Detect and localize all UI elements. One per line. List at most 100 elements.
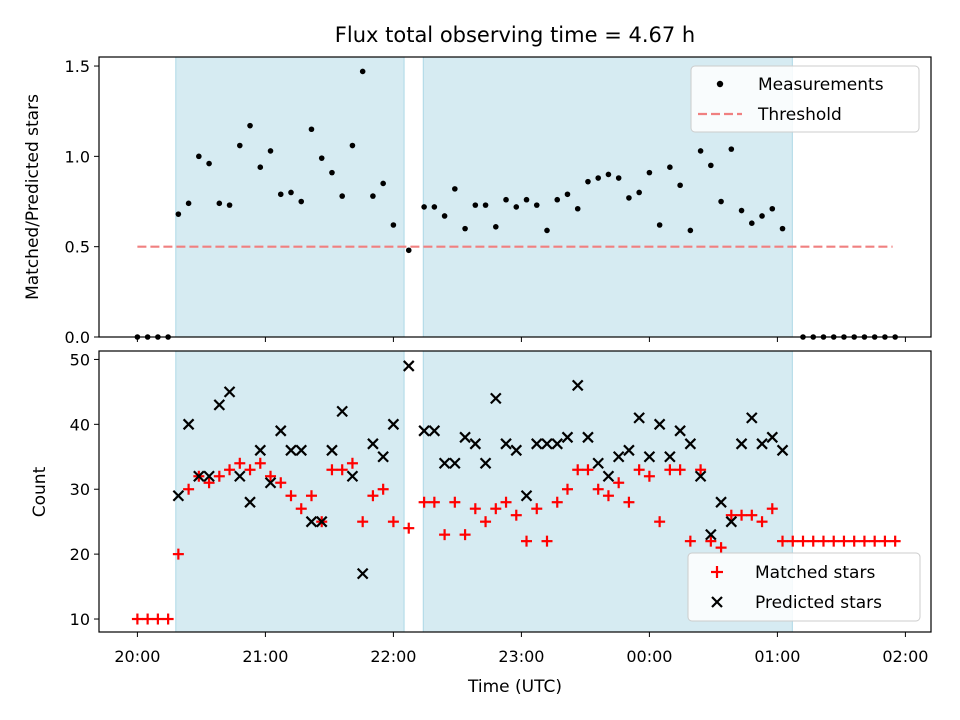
predicted-stars-point (479, 457, 492, 470)
matched-stars-point (203, 477, 215, 489)
matched-stars-point (838, 535, 850, 547)
matched-stars-point (572, 464, 584, 476)
measurement-point (380, 180, 386, 187)
predicted-stars-point (571, 379, 584, 392)
predicted-stars-point (469, 438, 482, 450)
measurement-point (779, 225, 786, 232)
measurement-point (257, 164, 264, 170)
measurement-point (493, 224, 499, 230)
predicted-stars-point (213, 399, 226, 411)
predicted-stars-point (285, 444, 297, 457)
measurement-point (523, 196, 530, 203)
measurement-point (390, 222, 397, 228)
predicted-stars-point (766, 431, 779, 444)
predicted-stars-point (694, 470, 707, 483)
matched-stars-point (858, 535, 870, 547)
predicted-stars-point (500, 438, 512, 450)
matched-stars-point (623, 496, 635, 508)
matched-stars-point (674, 464, 686, 476)
measurement-point (431, 204, 438, 210)
y-tick-label: 30 (70, 480, 90, 499)
matched-stars-point (295, 503, 307, 515)
predicted-stars-point (633, 412, 645, 424)
legend-measurements-label: Measurements (758, 75, 884, 95)
measurement-point (513, 204, 520, 210)
y-tick-label: 1.0 (65, 147, 90, 166)
x-tick-label: 00:00 (626, 647, 672, 666)
measurement-point (441, 213, 448, 219)
matched-stars-point (265, 470, 277, 482)
predicted-stars-point (520, 489, 533, 502)
matched-stars-point (131, 613, 143, 625)
matched-stars-point (613, 477, 625, 489)
top-axes-frame (98, 56, 932, 338)
measurement-point (544, 227, 550, 234)
top-legend-box (690, 65, 920, 133)
predicted-stars-point (776, 444, 789, 457)
measurement-point (452, 186, 458, 192)
measurement-point (370, 193, 376, 199)
measurement-point (574, 205, 581, 212)
matched-stars-point (162, 613, 174, 625)
x-axis-label: Time (UTC) (467, 677, 562, 697)
matched-stars-point (654, 516, 666, 528)
measurement-point (267, 148, 274, 154)
measurement-point (359, 68, 366, 75)
top-panel: 0.0 0.5 1.0 1.5 Matched/Predicted stars Mea… (23, 56, 932, 347)
predicted-stars-point (592, 457, 604, 470)
measurement-point (472, 202, 479, 208)
matched-stars-point (521, 535, 533, 547)
predicted-stars-point (193, 470, 205, 483)
matched-stars-point (736, 509, 748, 521)
predicted-stars-point (602, 470, 615, 483)
y-tick-label: 0.5 (65, 238, 90, 257)
measurement-point (318, 155, 325, 161)
predicted-stars-point (490, 392, 502, 405)
measurement-point (298, 198, 305, 205)
matched-stars-point (224, 464, 236, 476)
measurement-point (687, 227, 694, 234)
matched-stars-point (213, 470, 225, 482)
measurement-point (277, 191, 284, 198)
predicted-stars-point (305, 515, 318, 528)
matched-stars-point (459, 529, 471, 541)
predicted-stars-point (377, 451, 389, 463)
predicted-stars-point (223, 386, 236, 398)
legend-predicted-marker (711, 596, 723, 608)
top-x-ticks (136, 337, 906, 342)
legend-threshold-label: Threshold (757, 105, 842, 125)
matched-stars-point (531, 503, 543, 515)
predicted-stars-point (244, 496, 256, 508)
predicted-stars-point (653, 418, 666, 431)
matched-stars-point (152, 613, 164, 625)
matched-stars-point (439, 529, 451, 541)
matched-stars-point (684, 535, 696, 547)
measurement-point (405, 247, 412, 254)
predicted-stars-point (612, 451, 625, 463)
matched-stars-point (275, 477, 287, 489)
predicted-stars-point (674, 425, 686, 437)
measurement-point (595, 175, 601, 181)
predicted-stars-point (346, 470, 359, 483)
matched-stars-point (756, 516, 768, 528)
measurement-point (728, 146, 735, 152)
predicted-stars-point (530, 438, 543, 450)
measurement-point (656, 222, 663, 228)
measurement-point (503, 196, 509, 203)
measurement-point (667, 164, 673, 170)
measurement-point (339, 193, 346, 199)
matched-stars-point (377, 483, 389, 495)
matched-stars-point (357, 516, 369, 528)
predicted-stars-point (725, 515, 738, 528)
predicted-stars-point (715, 496, 727, 508)
matched-stars-point (336, 464, 348, 476)
measurement-point (554, 196, 561, 203)
x-tick-label: 20:00 (114, 647, 160, 666)
measurement-point (615, 175, 622, 181)
measurement-point (708, 162, 714, 169)
measurement-point (605, 171, 612, 178)
y-tick-label: 50 (70, 350, 90, 369)
matched-stars-point (766, 503, 778, 515)
predicted-stars-point (418, 425, 430, 437)
matched-stars-point (602, 490, 614, 502)
